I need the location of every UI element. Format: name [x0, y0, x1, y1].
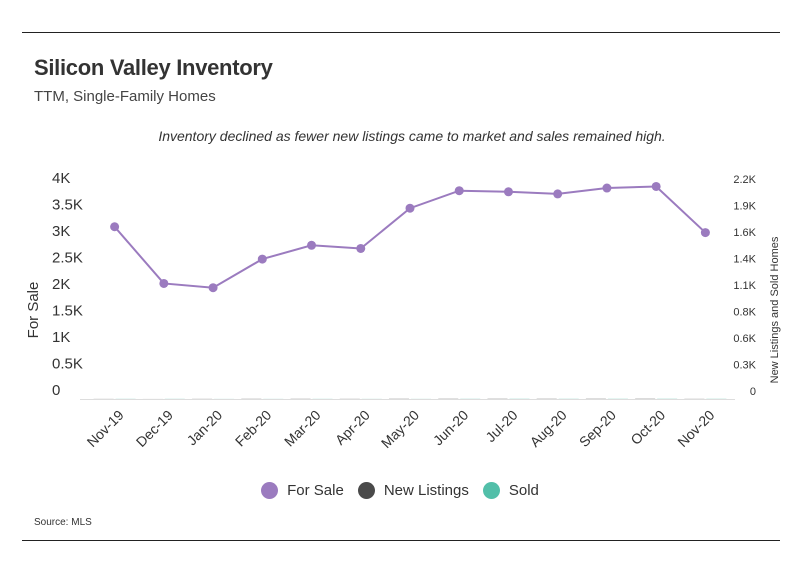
y2-axis-title: New Listings and Sold Homes [769, 236, 781, 383]
point-for-sale [208, 283, 218, 293]
x-tick-label: Jul-20 [482, 407, 520, 445]
legend-item-new-listings: New Listings [357, 482, 469, 499]
chart-subtitle: TTM, Single-Family Homes [34, 88, 216, 105]
legend-swatch-new-listings [357, 482, 375, 499]
legend-item-sold: Sold [482, 482, 539, 499]
right-tick-label: 0.3K [733, 360, 756, 372]
point-for-sale [651, 181, 661, 191]
right-tick-label: 0 [750, 386, 756, 398]
x-tick-label: Oct-20 [627, 407, 668, 448]
axes-layer: 0 0.5K 1K 1.5K 2K 2.5K 3K 3.5K 4K 0 0.3K 0.6K 0.8K 1.… [25, 170, 781, 451]
legend-item-for-sale: For Sale [261, 482, 344, 499]
right-tick-label: 0.6K [733, 333, 756, 345]
x-tick-label: Nov-19 [84, 407, 127, 450]
point-for-sale [405, 203, 415, 213]
source-note: Source: MLS [34, 517, 92, 528]
point-for-sale [110, 222, 120, 232]
x-tick-label: Nov-20 [674, 407, 717, 450]
x-tick-label: Sep-20 [576, 407, 619, 450]
point-for-sale [700, 228, 710, 238]
left-tick-label: 2K [52, 276, 70, 293]
left-tick-label: 1K [52, 329, 70, 346]
x-tick-label: Mar-20 [281, 407, 324, 450]
left-tick-label: 3K [52, 223, 70, 240]
left-tick-label: 2.5K [52, 250, 83, 267]
legend-swatch-for-sale [261, 482, 279, 499]
chart-title: Silicon Valley Inventory [34, 55, 273, 80]
point-for-sale [159, 278, 169, 288]
left-tick-label: 1.5K [52, 303, 83, 320]
bottom-rule [22, 540, 780, 541]
left-tick-label: 0 [52, 382, 60, 399]
legend: For Sale New Listings Sold [0, 482, 800, 499]
x-tick-label: Aug-20 [527, 407, 570, 450]
legend-label-new-listings: New Listings [383, 482, 469, 499]
left-tick-label: 3.5K [52, 197, 83, 214]
point-for-sale [257, 254, 267, 264]
point-for-sale [602, 183, 612, 193]
y-axis-title: For Sale [25, 282, 42, 339]
right-tick-label: 0.8K [733, 307, 756, 319]
point-for-sale [454, 186, 464, 196]
right-tick-label: 1.1K [733, 280, 756, 292]
line-for-sale [113, 185, 707, 289]
x-tick-label: Apr-20 [332, 407, 373, 448]
x-tick-label: Feb-20 [232, 407, 275, 450]
line-layer [110, 181, 710, 293]
x-tick-label: Jan-20 [184, 407, 226, 449]
chart-annotation: Inventory declined as fewer new listings… [158, 128, 666, 144]
point-for-sale [307, 240, 317, 250]
left-tick-label: 4K [52, 170, 70, 187]
x-tick-label: May-20 [378, 407, 422, 451]
right-tick-label: 1.6K [733, 227, 756, 239]
legend-swatch-sold [482, 482, 500, 499]
right-tick-label: 1.9K [733, 201, 756, 213]
x-tick-label: Jun-20 [430, 407, 472, 449]
x-tick-label: Dec-19 [133, 407, 176, 450]
legend-label-for-sale: For Sale [287, 482, 344, 499]
point-for-sale [503, 187, 513, 197]
point-for-sale [553, 189, 563, 199]
top-rule [22, 32, 780, 33]
right-tick-label: 2.2K [733, 174, 756, 186]
point-for-sale [356, 243, 366, 253]
legend-label-sold: Sold [508, 482, 539, 499]
left-tick-label: 0.5K [52, 356, 83, 373]
right-tick-label: 1.4K [733, 254, 756, 266]
